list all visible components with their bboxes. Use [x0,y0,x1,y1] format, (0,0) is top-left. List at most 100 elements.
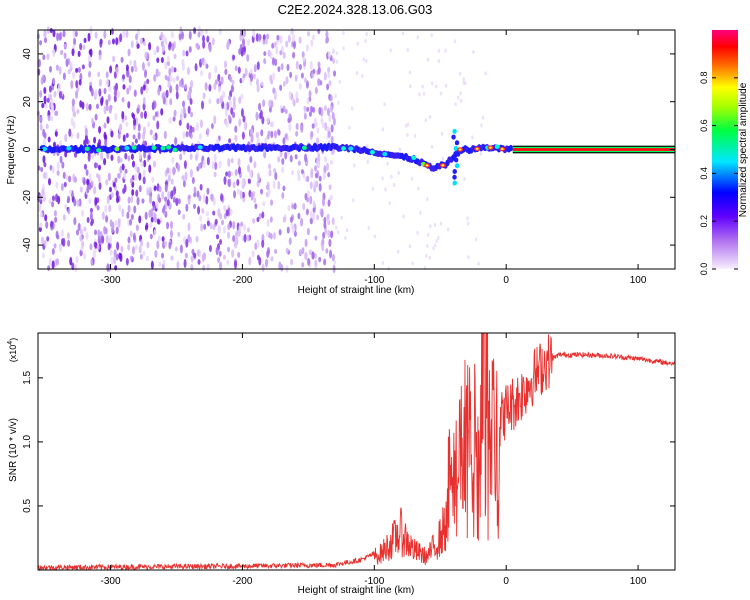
noise-speck [114,219,118,227]
noise-speck [223,176,227,185]
noise-speck [317,66,321,75]
noise-speck [143,159,147,168]
noise-speck [288,122,292,132]
noise-speck [169,75,173,83]
noise-speck [179,113,183,122]
noise-speck [269,233,273,240]
noise-speck [167,79,171,89]
noise-speck [193,203,197,209]
ridge-blob [341,146,347,151]
noise-speck [71,98,75,106]
noise-speck [402,214,405,219]
noise-speck [63,43,67,49]
noise-speck [74,151,78,158]
noise-speck [227,231,231,239]
noise-speck [233,190,237,199]
noise-speck [112,181,116,188]
noise-speck [195,122,199,131]
noise-speck [238,166,242,175]
noise-speck [115,226,119,235]
noise-speck [177,209,181,216]
noise-speck [240,221,244,227]
noise-speck [127,236,131,244]
noise-speck [271,57,275,66]
noise-speck [202,194,206,204]
noise-speck [81,209,85,217]
snr-y-tick-label: 0.5 [22,499,33,513]
noise-speck [103,158,107,166]
noise-speck [66,232,70,240]
noise-speck [169,229,173,239]
noise-speck [184,83,188,90]
spectrogram-x-tick-label: 100 [630,275,647,286]
noise-speck [43,138,47,148]
noise-speck [73,176,77,183]
noise-speck [479,151,483,156]
noise-speck [81,101,85,110]
noise-speck [293,230,297,237]
noise-speck [241,191,245,198]
noise-speck [284,133,288,139]
noise-speck [41,102,45,109]
noise-speck [430,33,433,38]
noise-speck [104,138,108,147]
noise-speck [51,260,55,270]
noise-speck [191,126,195,133]
ridge-blob [66,146,72,151]
noise-speck [361,73,364,78]
noise-speck [109,219,113,228]
ridge-hot-core [475,147,479,150]
noise-speck [90,258,94,267]
noise-speck [75,79,79,89]
noise-speck [153,216,157,223]
noise-speck [105,215,109,223]
noise-speck [223,205,227,212]
noise-speck [313,184,317,193]
noise-speck [309,218,313,225]
noise-speck [56,161,60,171]
noise-speck [142,169,146,177]
noise-speck [219,238,223,245]
noise-speck [174,136,178,146]
noise-speck [142,96,146,105]
noise-speck [338,79,341,84]
noise-speck [306,175,310,183]
noise-speck [132,113,136,120]
noise-speck [60,183,64,192]
noise-speck [213,82,217,91]
noise-speck [44,37,48,44]
ridge-hot-core [425,164,429,167]
noise-speck [430,144,434,149]
noise-speck [101,211,105,221]
noise-speck [310,171,314,179]
noise-speck [114,112,118,121]
noise-speck [280,108,284,114]
noise-speck [43,240,47,247]
noise-speck [46,97,50,103]
noise-speck [239,190,243,200]
noise-speck [314,86,318,95]
noise-speck [179,244,183,254]
noise-speck [109,104,113,111]
noise-speck [243,224,247,232]
noise-speck [137,123,141,132]
line-band-red [512,148,675,151]
noise-speck [201,254,205,261]
noise-speck [234,169,238,176]
noise-speck [212,224,216,231]
noise-speck [336,230,340,235]
noise-speck [273,130,277,139]
noise-speck [140,161,144,168]
noise-speck [277,156,281,163]
noise-speck [266,33,270,40]
noise-speck [323,258,327,266]
noise-speck [105,71,109,79]
noise-speck [227,246,231,253]
noise-speck [101,235,105,244]
noise-speck [258,213,262,220]
noise-speck [306,31,310,37]
noise-speck [37,58,41,68]
noise-speck [146,241,150,249]
noise-speck [53,243,57,249]
